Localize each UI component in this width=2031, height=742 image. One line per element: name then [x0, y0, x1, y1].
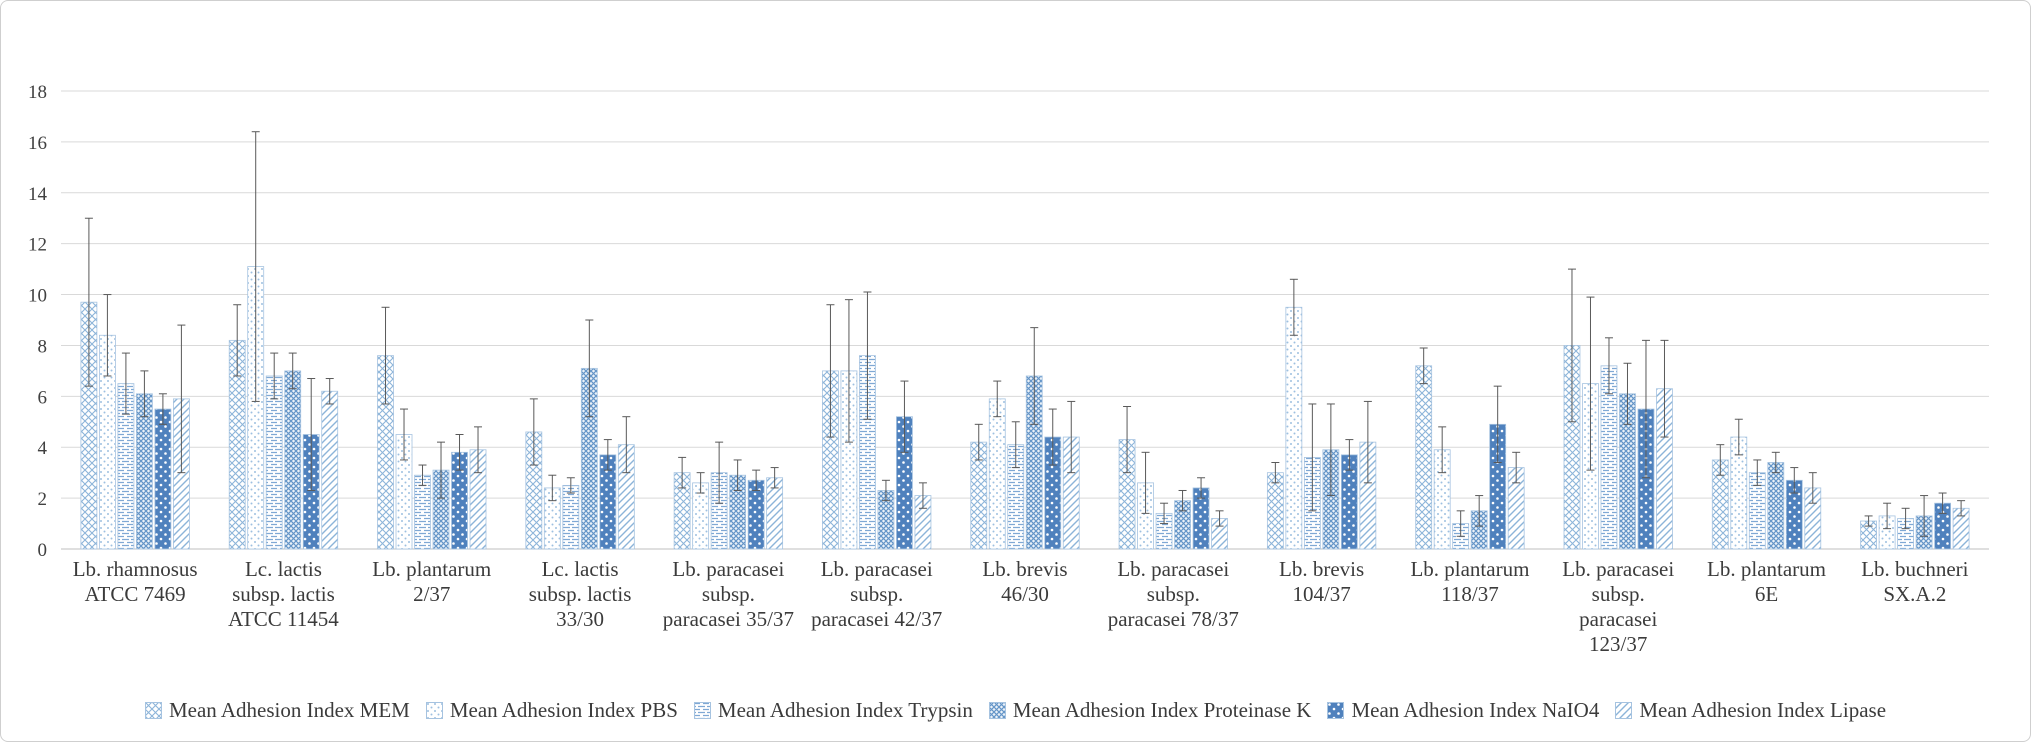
bars	[80, 266, 1970, 550]
gridlines	[61, 90, 1989, 550]
y-tick-label: 10	[28, 286, 47, 307]
category-label: 123/37	[1589, 632, 1647, 656]
category-label: ATCC 11454	[228, 607, 339, 631]
category-label: paracasei 78/37	[1108, 607, 1239, 631]
bar	[988, 398, 1006, 550]
category-label: Lb. rhamnosus	[73, 557, 198, 581]
y-tick-label: 6	[38, 387, 48, 408]
category-label: Lb. buchneri	[1861, 557, 1968, 581]
category-label: subsp.	[1147, 582, 1200, 606]
y-tick-label: 2	[38, 489, 48, 510]
legend-item: Mean Adhesion Index MEM	[144, 697, 410, 723]
legend-item: Mean Adhesion Index Lipase	[1615, 698, 1886, 723]
legend-swatch-icon	[1615, 701, 1633, 719]
bar	[1767, 462, 1785, 550]
bar	[321, 390, 339, 550]
legend-swatch-icon	[693, 701, 711, 719]
legend-label: Mean Adhesion Index Proteinase K	[1012, 697, 1312, 722]
bar	[284, 370, 302, 550]
category-label: Lb. plantarum	[1707, 557, 1826, 581]
legend-swatch-icon	[988, 701, 1006, 719]
legend-label: Mean Adhesion Index MEM	[168, 697, 410, 722]
legend-item: Mean Adhesion Index NaIO4	[1327, 698, 1599, 723]
legend-label: Mean Adhesion Index Trypsin	[717, 697, 973, 722]
category-label: Lb. plantarum	[1410, 557, 1529, 581]
category-label: paracasei	[1579, 607, 1657, 631]
category-label: subsp. lactis	[529, 582, 632, 606]
category-label: Lb. paracasei	[672, 557, 784, 581]
category-label: Lb. plantarum	[372, 557, 491, 581]
legend-label: Mean Adhesion Index Lipase	[1639, 697, 1887, 722]
category-label: 118/37	[1441, 582, 1499, 606]
y-tick-label: 16	[28, 133, 47, 154]
legend-item: Mean Adhesion Index Trypsin	[693, 697, 973, 723]
y-tick-label: 12	[28, 235, 47, 256]
category-label: subsp.	[702, 582, 755, 606]
category-label: 33/30	[556, 607, 604, 631]
bar	[265, 375, 283, 550]
category-label: Lb. paracasei	[821, 557, 933, 581]
legend-item: Mean Adhesion Index PBS	[425, 697, 678, 723]
bar	[1285, 306, 1303, 550]
bar	[154, 408, 172, 550]
error-bars	[84, 131, 1966, 537]
category-label: Lc. lactis	[245, 557, 322, 581]
bar	[1415, 365, 1433, 550]
category-label: Lb. paracasei	[1117, 557, 1229, 581]
category-label: paracasei 42/37	[811, 607, 942, 631]
category-label: subsp.	[1592, 582, 1645, 606]
y-tick-label: 8	[38, 336, 48, 357]
category-label: 46/30	[1001, 582, 1049, 606]
bar	[562, 484, 580, 550]
y-tick-label: 18	[28, 82, 47, 103]
category-label: Lb. brevis	[1279, 557, 1364, 581]
category-label: paracasei 35/37	[663, 607, 794, 631]
category-label: Lc. lactis	[542, 557, 619, 581]
legend-swatch-icon	[1327, 701, 1345, 719]
category-label: Lb. brevis	[982, 557, 1067, 581]
category-label: SX.A.2	[1883, 582, 1946, 606]
bar	[414, 474, 431, 550]
legend-label: Mean Adhesion Index NaIO4	[1351, 697, 1600, 722]
y-tick-label: 4	[38, 438, 48, 459]
category-label: 6E	[1755, 582, 1778, 606]
bar	[1266, 472, 1284, 550]
category-label: 2/37	[413, 582, 450, 606]
legend-swatch-icon	[425, 701, 443, 719]
legend-label: Mean Adhesion Index PBS	[449, 697, 678, 722]
chart-legend: Mean Adhesion Index MEM Mean Adhesion Ind…	[1, 683, 2030, 737]
category-label: ATCC 7469	[85, 582, 186, 606]
y-tick-label: 0	[38, 540, 48, 561]
legend-item: Mean Adhesion Index Proteinase K	[988, 697, 1312, 723]
bar	[766, 477, 784, 550]
legend-swatch-icon	[144, 701, 162, 719]
category-label: subsp. lactis	[232, 582, 335, 606]
category-label: 104/37	[1292, 582, 1350, 606]
category-label: subsp.	[850, 582, 903, 606]
y-tick-label: 14	[28, 184, 48, 205]
category-label: Lb. paracasei	[1562, 557, 1674, 581]
